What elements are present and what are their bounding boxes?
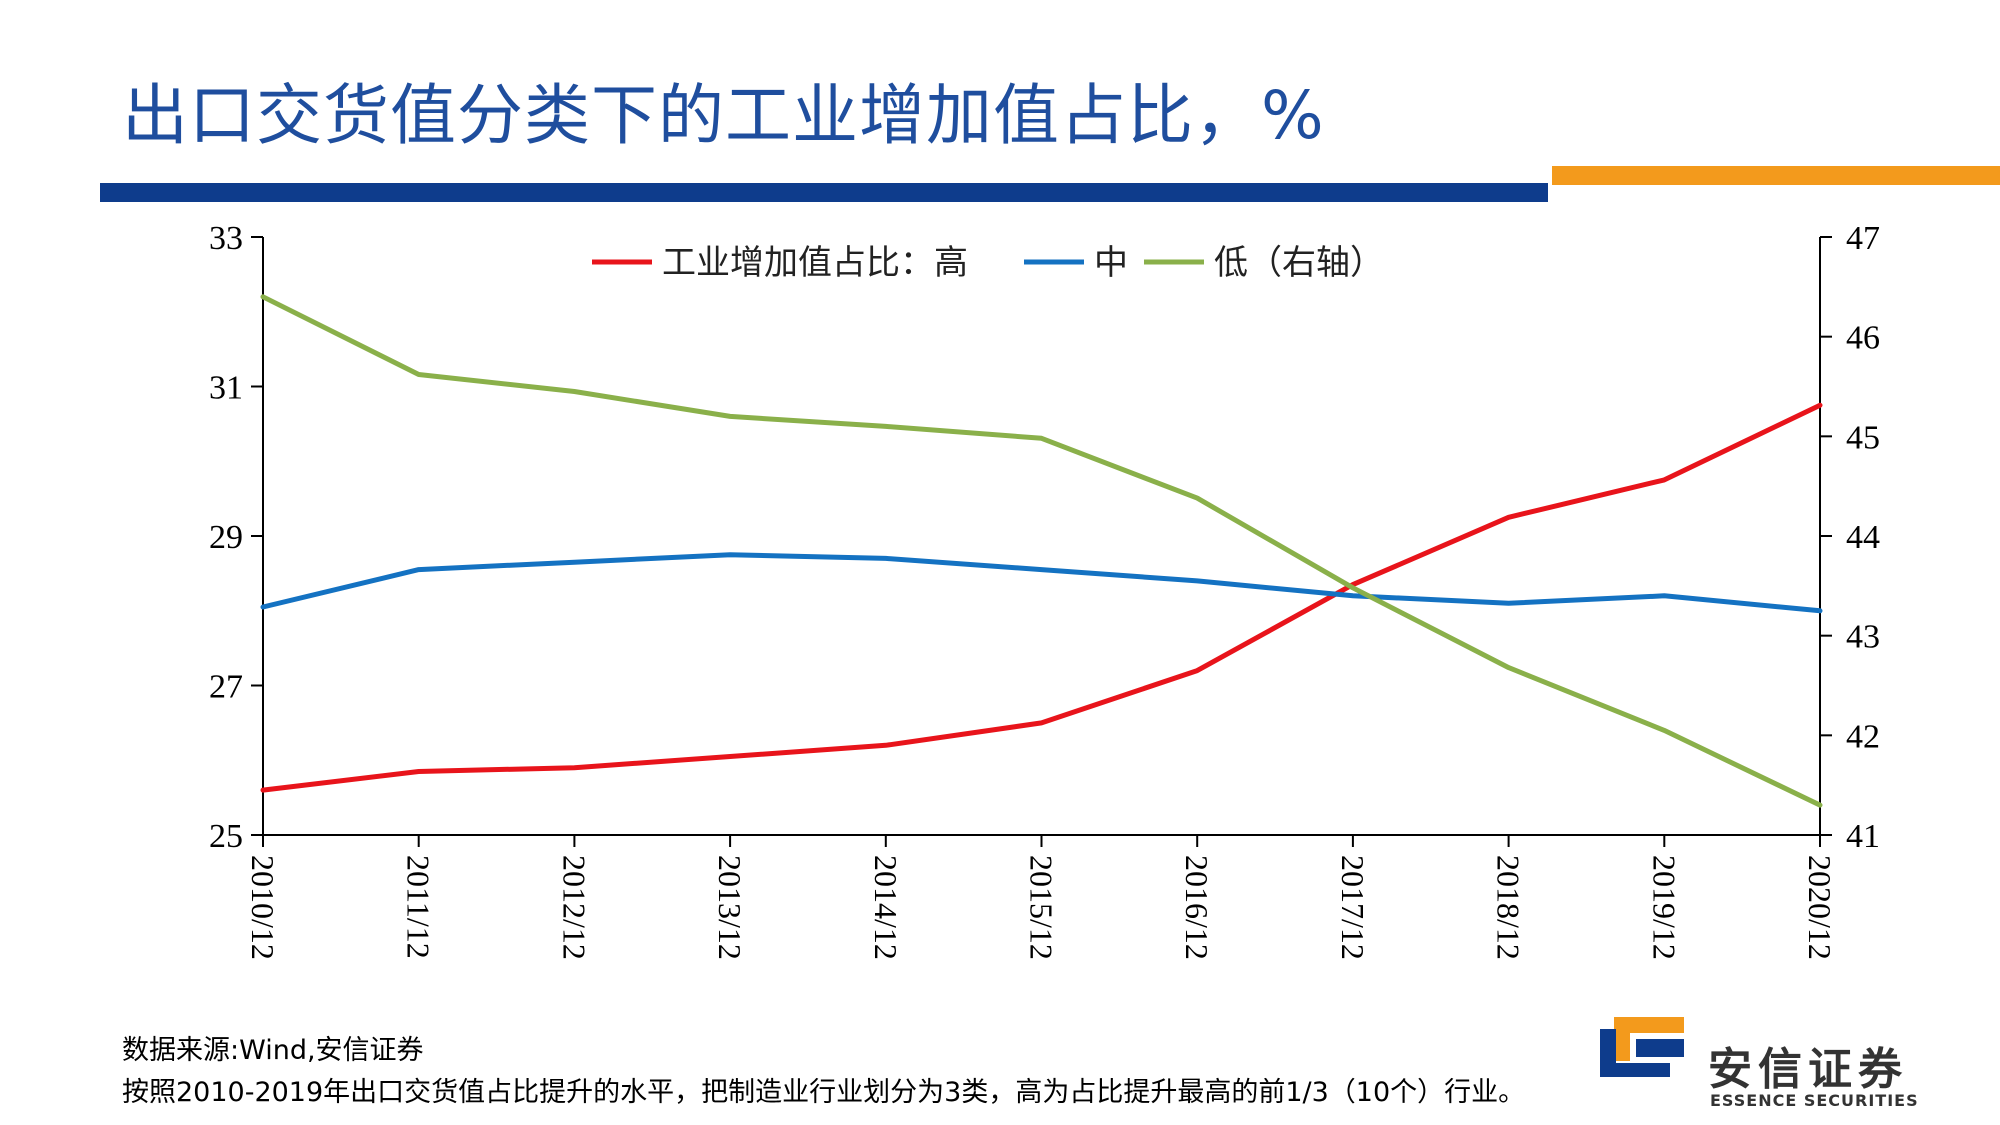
x-tick-label: 2015/12 bbox=[1024, 855, 1060, 960]
company-logo: 安信证券 ESSENCE SECURITIES bbox=[1600, 1015, 1930, 1110]
x-tick-label: 2020/12 bbox=[1802, 855, 1838, 960]
slide-title: 出口交货值分类下的工业增加值占比，% bbox=[122, 77, 1325, 154]
y-tick-label-right: 44 bbox=[1846, 519, 1880, 556]
x-tick-label: 2013/12 bbox=[712, 855, 748, 960]
chart-legend: 工业增加值占比：高 中 低（右轴） bbox=[592, 243, 1384, 283]
x-tick-label: 2019/12 bbox=[1646, 855, 1682, 960]
x-tick-label: 2018/12 bbox=[1491, 855, 1527, 960]
footnote-source: 数据来源:Wind,安信证券 bbox=[122, 1035, 424, 1066]
x-tick-label: 2017/12 bbox=[1335, 855, 1371, 960]
title-underline-orange bbox=[1552, 166, 2000, 185]
y-tick-label-right: 45 bbox=[1846, 419, 1880, 456]
footnote: 数据来源:Wind,安信证券 按照2010-2019年出口交货值占比提升的水平，… bbox=[122, 1030, 1525, 1114]
y-tick-label-left: 29 bbox=[209, 519, 243, 556]
line-chart: 25 27 29 31 33 41 42 43 44 45 46 47 2010/12 2011/12 20… bbox=[209, 220, 1880, 960]
logo-mark-icon bbox=[1600, 1017, 1684, 1077]
series-line-低（右轴） bbox=[260, 294, 1823, 808]
chart-series bbox=[260, 294, 1823, 808]
series-line-中 bbox=[260, 552, 1823, 614]
chart-axes: 25 27 29 31 33 41 42 43 44 45 46 47 2010/12 2011/12 20… bbox=[209, 220, 1880, 960]
y-tick-label-right: 41 bbox=[1846, 818, 1880, 855]
logo-text-en: ESSENCE SECURITIES bbox=[1710, 1091, 1919, 1110]
series-line-高 bbox=[260, 402, 1823, 793]
x-tick-label: 2011/12 bbox=[401, 855, 437, 959]
y-tick-label-left: 25 bbox=[209, 818, 243, 855]
x-tick-label: 2010/12 bbox=[245, 855, 281, 960]
y-tick-label-right: 43 bbox=[1846, 619, 1880, 656]
footnote-note: 按照2010-2019年出口交货值占比提升的水平，把制造业行业划分为3类，高为占… bbox=[122, 1077, 1526, 1108]
legend-label-mid: 中 bbox=[1094, 243, 1128, 283]
y-tick-label-left: 27 bbox=[209, 669, 243, 706]
x-tick-label: 2016/12 bbox=[1179, 855, 1215, 960]
legend-label-low: 低（右轴） bbox=[1214, 243, 1384, 283]
x-tick-label: 2012/12 bbox=[556, 855, 592, 960]
y-tick-label-right: 42 bbox=[1846, 718, 1880, 755]
y-tick-label-right: 46 bbox=[1846, 320, 1880, 357]
y-tick-label-right: 47 bbox=[1846, 220, 1880, 257]
logo-text-cn: 安信证券 bbox=[1708, 1044, 1908, 1095]
x-tick-label: 2014/12 bbox=[868, 855, 904, 960]
legend-label-high: 工业增加值占比：高 bbox=[662, 243, 968, 283]
y-tick-label-left: 33 bbox=[209, 220, 243, 257]
y-tick-label-left: 31 bbox=[209, 370, 243, 407]
title-underline-blue bbox=[100, 183, 1548, 202]
